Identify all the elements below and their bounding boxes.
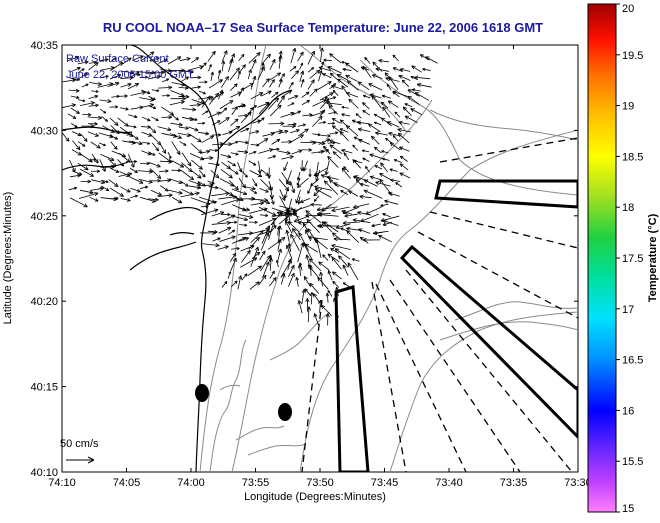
y-tick-label: 40:35 [30,40,58,52]
x-tick-label: 74:05 [113,477,141,489]
colorbar-tick-label: 18.5 [622,151,643,163]
y-tick-label: 40:25 [30,211,58,223]
map-title: RU COOL NOAA–17 Sea Surface Temperature:… [103,20,543,35]
scale-label: 50 cm/s [60,438,99,450]
y-tick-label: 40:20 [30,296,58,308]
x-tick-label: 73:40 [435,477,463,489]
colorbar-tick-label: 17 [622,304,634,316]
x-tick-label: 73:50 [306,477,334,489]
x-tick-label: 74:00 [177,477,205,489]
colorbar-tick-label: 15.5 [622,456,643,468]
colorbar-ticks: 20 19.5 19 18.5 18 17.5 17 16.5 16 15.5 15 [616,3,643,515]
colorbar-tick-label: 17.5 [622,253,643,265]
y-tick-label: 40:30 [30,125,58,137]
colorbar-tick-label: 18 [622,202,634,214]
colorbar-tick-label: 19.5 [622,50,643,62]
colorbar-tick-label: 20 [622,3,634,15]
x-tick-label: 73:35 [500,477,528,489]
colorbar-tick-label: 19 [622,101,634,113]
x-axis-label: Longitude (Degrees:Minutes) [244,491,386,503]
buoy-marker-west [195,384,209,402]
y-axis-label: Latitude (Degrees:Minutes) [2,192,14,325]
colorbar-tick-label: 15 [622,503,634,515]
annotation-line-2: June 22, 2006 15:00 GMT [66,69,194,81]
colorbar-tick-label: 16 [622,405,634,417]
map-frame [62,45,578,472]
y-tick-label: 40:15 [30,382,58,394]
colorbar [588,4,616,512]
y-tick-label: 40:10 [30,467,58,479]
buoy-marker-east [278,403,292,421]
x-tick-label: 73:55 [242,477,270,489]
colorbar-label: Temperature (°C) [647,213,659,302]
annotation-line-1: Raw Surface Current [66,53,169,65]
x-tick-label: 73:45 [371,477,399,489]
colorbar-tick-label: 16.5 [622,355,643,367]
